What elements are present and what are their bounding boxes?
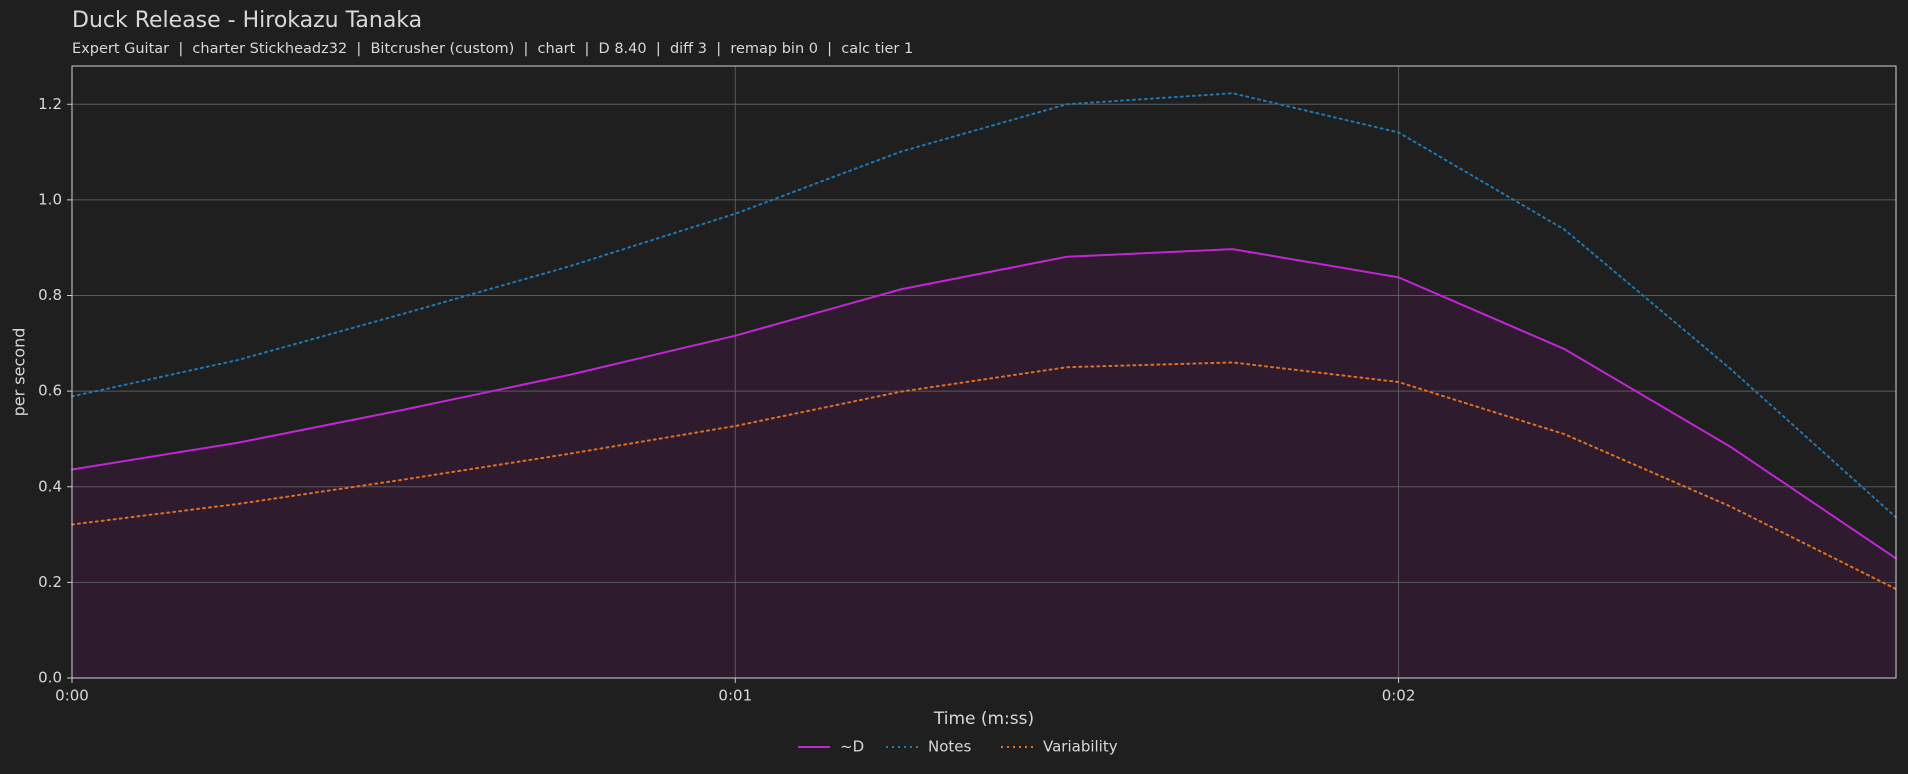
chart-title: Duck Release - Hirokazu Tanaka	[72, 8, 422, 33]
plot-frame	[71, 65, 1897, 679]
legend-label: Notes	[928, 738, 972, 756]
y-axis-label: per second	[10, 328, 29, 417]
x-tick-label: 0:02	[1382, 687, 1416, 705]
y-tick-label: 0.6	[38, 382, 62, 400]
y-tick-label: 1.2	[38, 95, 62, 113]
line-series	[71, 248, 1897, 560]
y-tick-label: 1.0	[38, 190, 62, 208]
legend-label: ~D	[840, 738, 864, 756]
y-tick-label: 0.0	[38, 669, 62, 687]
line-series	[71, 361, 1897, 591]
legend-label: Variability	[1043, 738, 1118, 756]
line-series	[71, 92, 1897, 519]
y-tick-label: 0.8	[38, 286, 62, 304]
x-tick-label: 0:01	[718, 687, 752, 705]
y-tick-label: 0.2	[38, 573, 62, 591]
y-tick-label: 0.4	[38, 477, 62, 495]
area-fill	[72, 249, 1896, 678]
chart-subtitle: Expert Guitar | charter Stickheadz32 | B…	[72, 41, 913, 57]
x-tick-label: 0:00	[55, 687, 89, 705]
legend: ~D Notes Variability	[798, 738, 1118, 756]
x-axis-label: Time (m:ss)	[933, 709, 1034, 729]
